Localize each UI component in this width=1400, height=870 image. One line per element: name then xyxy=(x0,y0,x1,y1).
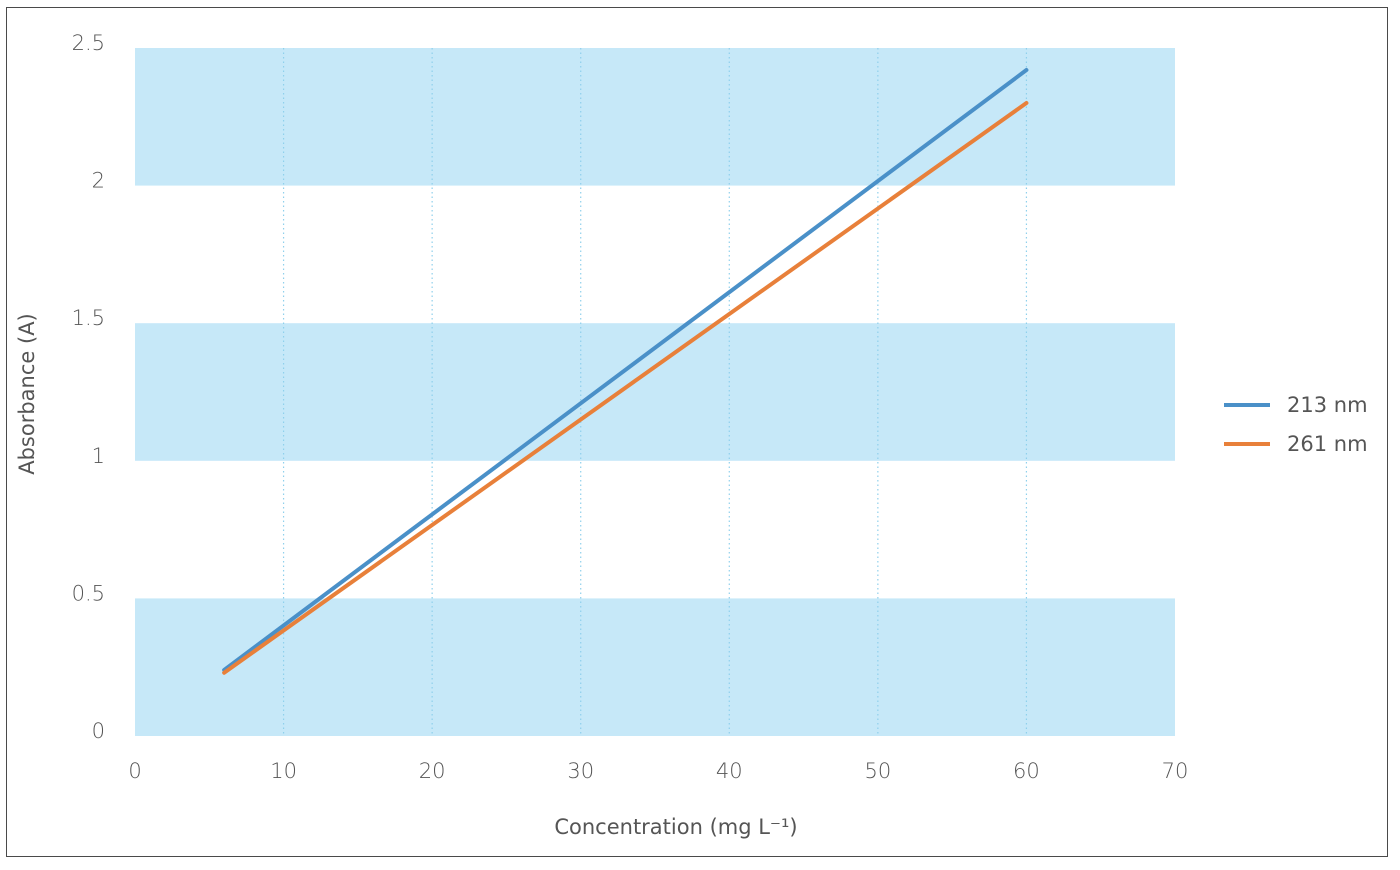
y-tick-label: 2.5 xyxy=(72,31,105,55)
y-axis-title: Absorbance (A) xyxy=(15,313,39,475)
x-tick-label: 30 xyxy=(567,759,594,783)
x-tick-label: 70 xyxy=(1162,759,1189,783)
series-line-261-nm xyxy=(222,101,1029,675)
x-axis-ticks: 0 10 20 30 40 50 60 70 xyxy=(128,759,1188,783)
legend: 213 nm 261 nm xyxy=(1224,393,1368,456)
series-lines xyxy=(222,68,1029,675)
grid-band xyxy=(135,48,1175,186)
y-axis-ticks: 0 0.5 1 1.5 2 2.5 xyxy=(72,31,105,743)
x-tick-label: 10 xyxy=(270,759,297,783)
background-bands xyxy=(135,48,1175,736)
y-tick-label: 0 xyxy=(92,719,105,743)
y-tick-label: 1.5 xyxy=(72,306,105,330)
y-tick-label: 0.5 xyxy=(72,581,105,605)
legend-label: 213 nm xyxy=(1287,393,1368,417)
grid-band xyxy=(135,323,1175,461)
x-tick-label: 50 xyxy=(864,759,891,783)
legend-label: 261 nm xyxy=(1287,432,1368,456)
y-tick-label: 2 xyxy=(92,169,105,193)
y-tick-label: 1 xyxy=(92,444,105,468)
x-tick-label: 60 xyxy=(1013,759,1040,783)
x-tick-label: 20 xyxy=(419,759,446,783)
series-line-213-nm xyxy=(222,68,1029,672)
x-tick-label: 40 xyxy=(716,759,743,783)
grid-band xyxy=(135,598,1175,736)
x-axis-title: Concentration (mg L⁻¹) xyxy=(554,815,797,839)
x-tick-label: 0 xyxy=(128,759,141,783)
